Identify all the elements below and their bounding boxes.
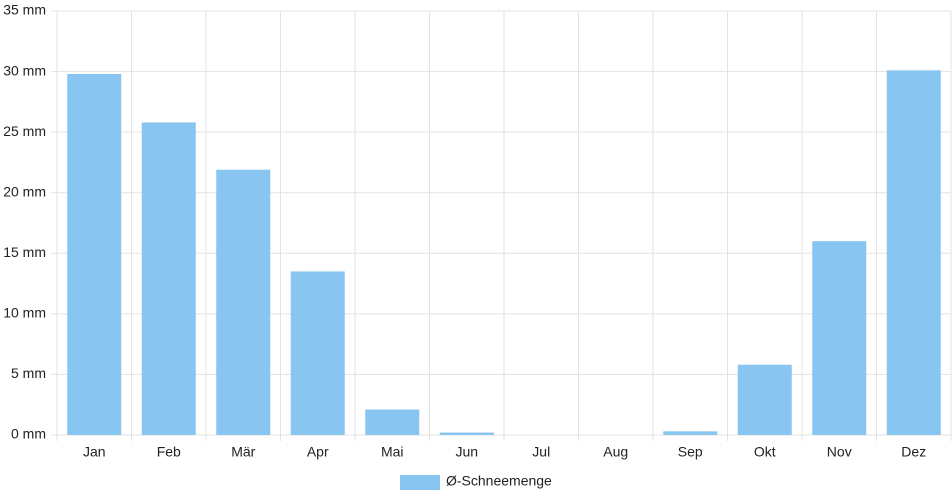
bar [663, 431, 718, 435]
x-tick-label: Jun [455, 444, 478, 460]
x-tick-label: Dez [901, 444, 926, 460]
y-tick-label: 0 mm [11, 426, 46, 442]
y-tick-label: 35 mm [3, 2, 46, 18]
x-tick-label: Feb [157, 444, 181, 460]
x-tick-label: Jan [83, 444, 106, 460]
y-tick-label: 20 mm [3, 183, 46, 199]
bar [439, 432, 494, 435]
bar [737, 364, 792, 435]
x-tick-label: Aug [603, 444, 628, 460]
bar [141, 122, 196, 436]
bar [216, 169, 271, 435]
y-tick-label: 25 mm [3, 123, 46, 139]
legend-label: Ø-Schneemenge [446, 473, 552, 489]
y-tick-label: 15 mm [3, 244, 46, 260]
bar [886, 70, 941, 436]
x-tick-label: Okt [754, 444, 776, 460]
x-tick-label: Sep [678, 444, 703, 460]
y-tick-label: 5 mm [11, 365, 46, 381]
bar [67, 73, 122, 435]
bar [290, 271, 345, 435]
bar [812, 241, 867, 435]
bar [365, 409, 420, 435]
x-tick-label: Nov [827, 444, 852, 460]
x-tick-label: Apr [307, 444, 329, 460]
y-tick-label: 10 mm [3, 305, 46, 321]
x-tick-label: Mär [231, 444, 255, 460]
y-tick-label: 30 mm [3, 62, 46, 78]
legend-swatch [400, 475, 440, 490]
x-tick-label: Jul [532, 444, 550, 460]
x-tick-label: Mai [381, 444, 404, 460]
